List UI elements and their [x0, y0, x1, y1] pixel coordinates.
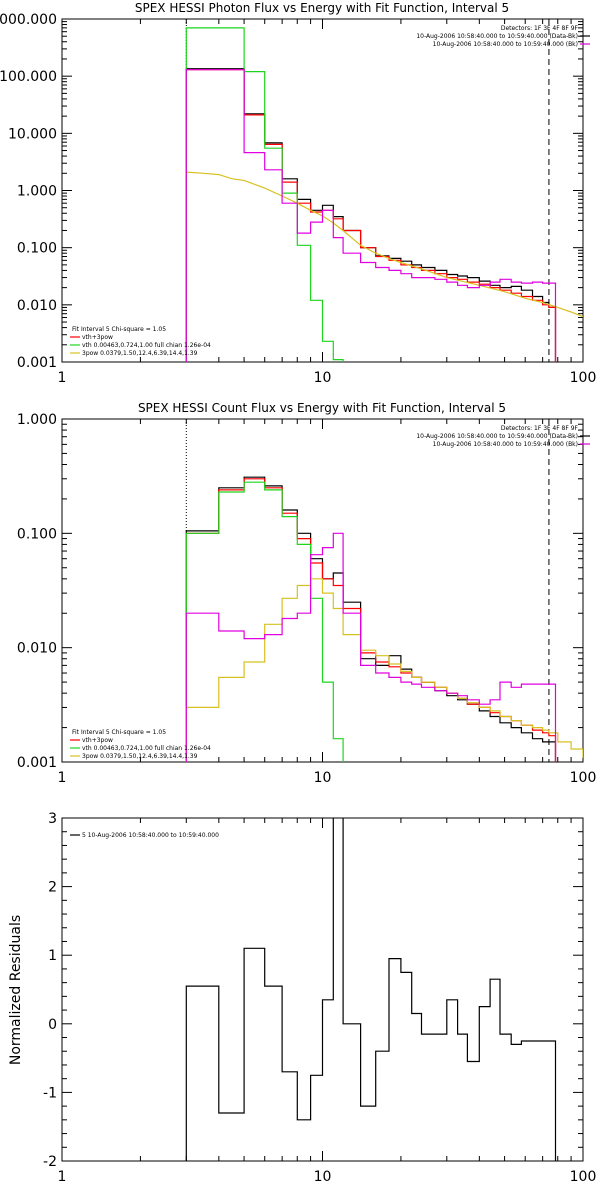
y-tick-label: 10.000	[8, 126, 57, 142]
plot-frame	[61, 817, 584, 1162]
count-legend-right-2: 10-Aug-2006 10:58:40.000 to 10:59:40.000…	[416, 433, 578, 440]
series-yellow	[185, 578, 583, 762]
series-group	[185, 476, 583, 762]
series-group	[185, 818, 557, 1161]
series-black	[185, 818, 557, 1161]
x-tick-label: 10	[314, 770, 332, 786]
x-tick-label: 10	[314, 1169, 332, 1185]
x-tick-label: 100	[570, 770, 597, 786]
x-tick-label: 10	[314, 370, 332, 386]
count-legend-right-1: Detectors: 1F 3F 4F 8F 9F	[501, 425, 579, 432]
y-tick-label: 0.100	[17, 241, 57, 257]
photon-legend-left-4: 3pow 0.0379,1.50,12.4,6.39,14.4,1.39	[82, 350, 198, 357]
x-tick-label: 100	[570, 370, 597, 386]
photon-legend-left-2: vth+3pow	[82, 334, 113, 341]
y-tick-label: 3	[48, 811, 57, 827]
count-flux-panel: SPEX HESSI Count Flux vs Energy with Fit…	[17, 401, 596, 786]
y-tick-label: -2	[43, 1154, 57, 1170]
count-legend-left-4: 3pow 0.0379,1.50,12.4,6.39,14.4,1.39	[82, 753, 198, 760]
series-black	[185, 476, 557, 762]
count-legend-left-3: vth 0.00463,0.724,1.00 full chian 1.26e-…	[82, 745, 211, 752]
residuals-ylabel: Normalized Residuals	[8, 915, 24, 1065]
photon-flux-title: SPEX HESSI Photon Flux vs Energy with Fi…	[135, 1, 509, 15]
photon-legend-right-3: 10-Aug-2006 10:58:40.000 to 10:59:40.000…	[433, 41, 578, 48]
series-black	[185, 68, 557, 362]
y-tick-label: 0.010	[17, 641, 57, 657]
x-tick-label: 1	[58, 1169, 67, 1185]
y-tick-label: 2	[48, 880, 57, 896]
x-tick-label: 100	[570, 1169, 597, 1185]
y-tick-label: 1.000	[17, 184, 57, 200]
count-legend-right-3: 10-Aug-2006 10:58:40.000 to 10:59:40.000…	[433, 441, 578, 448]
y-tick-label: 0.010	[17, 298, 57, 314]
count-flux-title: SPEX HESSI Count Flux vs Energy with Fit…	[138, 401, 506, 415]
series-green	[185, 27, 351, 362]
series-green	[185, 481, 351, 762]
residuals-legend: 5 10-Aug-2006 10:58:40.000 to 10:59:40.0…	[82, 832, 219, 839]
x-tick-label: 1	[58, 770, 67, 786]
residuals-plot: 1 10 100 -2 -1 0 1 2 3	[43, 811, 597, 1185]
series-red	[185, 69, 557, 362]
y-tick-label: 100.000	[0, 69, 57, 85]
y-tick-label: 0.001	[17, 755, 57, 771]
count-legend-left-1: Fit Interval 5 Chi-square = 1.05	[72, 729, 166, 736]
residuals-panel: 1 10 100 -2 -1 0 1 2 3 5 10-Aug-2006 10:58:40.00…	[8, 811, 597, 1185]
photon-legend-right-2: 10-Aug-2006 10:58:40.000 to 10:59:40.000…	[416, 33, 578, 40]
count-legend-left-2: vth+3pow	[82, 737, 113, 744]
photon-flux-plot: 1 10 100 0.001 0.010 0.100 1.000 10.000 100.000 1…	[0, 12, 596, 386]
photon-legend-right-1: Detectors: 1F 3F 4F 8F 9F	[501, 25, 579, 32]
photon-legend-left-3: vth 0.00463,0.724,1.00 full chian 1.26e-…	[82, 342, 211, 349]
photon-legend-left-1: Fit Interval 5 Chi-square = 1.05	[72, 326, 166, 333]
y-tick-label: 1.000	[17, 412, 57, 428]
count-flux-plot: 1 10 100 0.001 0.010 0.100 1.000	[17, 412, 596, 786]
x-tick-label: 1	[58, 370, 67, 386]
y-tick-label: 0.100	[17, 526, 57, 542]
y-tick-label: 0.001	[17, 355, 57, 371]
series-magenta	[185, 69, 557, 362]
series-yellow	[186, 171, 583, 318]
y-tick-label: -1	[43, 1085, 57, 1101]
series-group	[185, 27, 583, 362]
y-tick-label: 1	[48, 948, 57, 964]
photon-flux-panel: SPEX HESSI Photon Flux vs Energy with Fi…	[0, 1, 596, 386]
y-tick-label: 0	[48, 1017, 57, 1033]
series-magenta	[185, 532, 557, 762]
